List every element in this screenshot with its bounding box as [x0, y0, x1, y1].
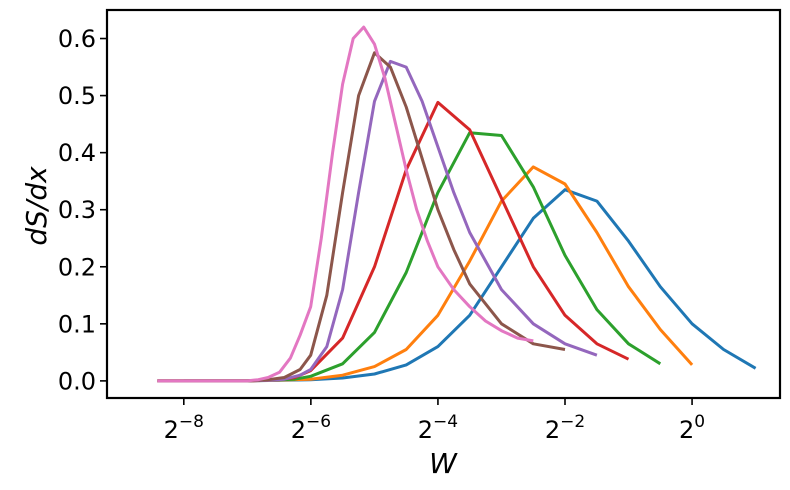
x-tick-base: 2 [291, 416, 306, 444]
x-tick-exponent: 0 [694, 412, 705, 432]
y-axis: 0.0 0.1 0.2 0.3 0.4 0.5 0.6 [58, 25, 107, 395]
x-tick-exponent: −4 [433, 412, 458, 432]
y-tick-label: 0.5 [58, 82, 96, 110]
x-tick-base: 2 [164, 416, 179, 444]
series-line-7 [157, 25, 534, 383]
x-tick-label: 2−4 [418, 412, 458, 444]
y-tick-label: 0.6 [58, 25, 96, 53]
plot-frame [105, 8, 782, 400]
y-tick-label: 0.2 [58, 253, 96, 281]
x-tick-exponent: −8 [179, 412, 204, 432]
x-tick-exponent: −6 [306, 412, 331, 432]
y-tick-label: 0.3 [58, 196, 96, 224]
y-tick-label: 0.1 [58, 310, 96, 338]
series-line-2 [157, 165, 694, 383]
x-tick-base: 2 [545, 416, 560, 444]
y-tick-label: 0.4 [58, 139, 96, 167]
series-line-5 [157, 59, 598, 383]
x-axis: 2−8 2−6 2−4 2−2 20 [164, 398, 705, 444]
y-tick-label: 0.0 [58, 367, 96, 395]
x-tick-label: 2−8 [164, 412, 204, 444]
x-tick-base: 2 [418, 416, 433, 444]
x-tick-label: 20 [679, 412, 705, 444]
x-tick-base: 2 [679, 416, 694, 444]
x-tick-exponent: −2 [560, 412, 585, 432]
x-tick-label: 2−2 [545, 412, 585, 444]
series-line-6 [157, 51, 566, 383]
series-layer [157, 25, 757, 383]
y-axis-label: dS/dx [20, 166, 53, 246]
x-tick-label: 2−6 [291, 412, 331, 444]
x-axis-label: W [429, 447, 458, 480]
series-line-3 [157, 131, 662, 383]
series-line-1 [183, 188, 757, 383]
